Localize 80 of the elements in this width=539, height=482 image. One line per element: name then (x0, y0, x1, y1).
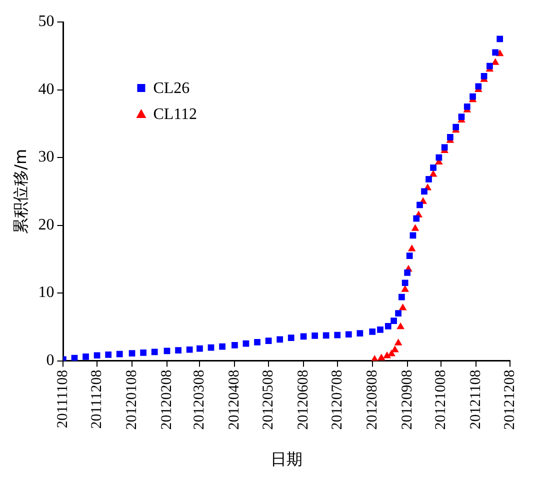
point (406, 252, 413, 259)
point (384, 323, 392, 330)
point (82, 354, 89, 360)
x-tick-label: 20121008 (433, 370, 450, 430)
x-axis-title: 日期 (270, 450, 303, 469)
x-tick-label: 20120608 (295, 370, 312, 430)
x-tick-label: 20111108 (55, 370, 72, 428)
point (151, 348, 158, 356)
point (413, 215, 420, 222)
x-tick-label: 20120808 (364, 370, 380, 430)
x-tick-label: 20121208 (502, 370, 518, 430)
point (496, 36, 504, 42)
point (426, 176, 432, 182)
point (447, 134, 454, 140)
y-tick-label: 30 (38, 148, 54, 166)
point (388, 350, 396, 356)
point (480, 73, 488, 80)
point (105, 352, 112, 358)
point (300, 333, 307, 340)
x-tick-label: 20120708 (329, 370, 346, 430)
point (219, 343, 226, 350)
point (396, 322, 404, 330)
point (383, 352, 391, 358)
point (265, 338, 272, 344)
point (377, 326, 384, 333)
point (430, 164, 436, 171)
x-tick-label: 20120108 (124, 370, 140, 430)
y-tick-label: 0 (46, 352, 54, 370)
legend-label: CL26 (153, 80, 190, 98)
point (421, 188, 428, 195)
y-tick-label: 10 (38, 284, 54, 302)
point (398, 303, 407, 310)
point (464, 104, 470, 110)
point (369, 328, 376, 335)
point (436, 154, 442, 161)
point (276, 336, 284, 343)
x-tick-label: 20120208 (158, 370, 175, 430)
point (390, 318, 397, 324)
legend-label: CL112 (153, 106, 198, 124)
x-tick-label: 20120908 (399, 370, 416, 430)
x-tick-label: 20120508 (260, 370, 276, 430)
point (288, 334, 294, 341)
y-tick-label: 20 (38, 216, 54, 234)
point (128, 350, 136, 357)
x-tick-label: 20121108 (468, 370, 484, 430)
point (208, 344, 214, 351)
point (404, 270, 411, 276)
point (356, 330, 364, 337)
y-axis-title: 累积位移/m (10, 148, 30, 234)
point (254, 338, 260, 346)
point (470, 93, 476, 100)
point (175, 347, 182, 354)
point (402, 280, 408, 286)
y-tick-label: 50 (38, 13, 54, 30)
point (186, 346, 193, 353)
x-tick-label: 20120308 (192, 370, 208, 430)
x-tick-label: 20120408 (226, 370, 243, 430)
point (345, 331, 352, 338)
point (196, 345, 203, 352)
point (401, 285, 409, 292)
point (411, 224, 420, 231)
point (391, 345, 399, 352)
point (232, 342, 238, 348)
point (334, 332, 341, 338)
point (486, 62, 493, 70)
point (116, 350, 123, 358)
point (395, 310, 402, 317)
x-tick-label: 20111208 (88, 370, 105, 429)
point (416, 202, 423, 208)
point (398, 294, 405, 300)
point (408, 244, 416, 252)
point (322, 332, 330, 339)
y-tick-label: 40 (38, 80, 54, 98)
point (312, 332, 318, 339)
point (140, 349, 146, 356)
point (394, 338, 402, 346)
point (452, 124, 460, 130)
point (377, 354, 386, 360)
point (492, 49, 499, 56)
point (94, 352, 100, 359)
